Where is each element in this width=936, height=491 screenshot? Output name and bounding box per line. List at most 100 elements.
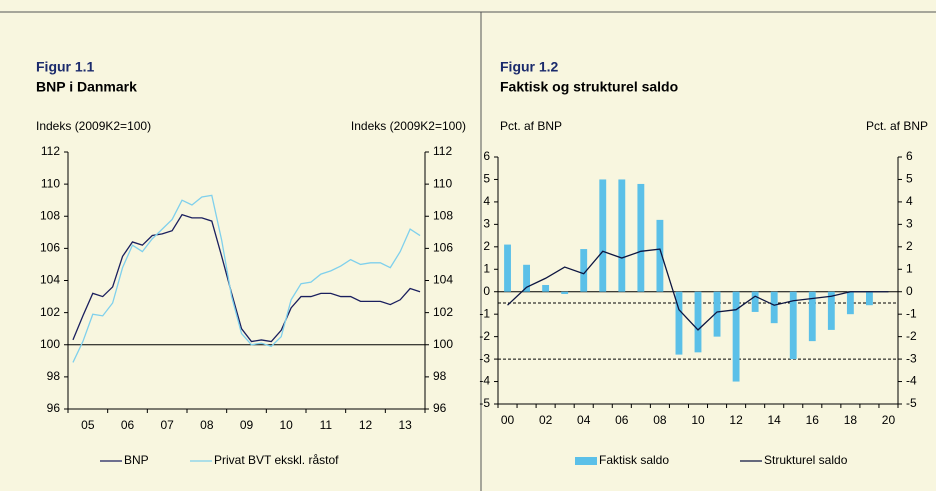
y2-tick-label: 96	[433, 401, 447, 415]
y2-tick-label: 100	[433, 337, 453, 351]
x-tick-label: 02	[539, 413, 553, 427]
y2-tick-label: -5	[906, 396, 917, 410]
y-tick-label: 6	[483, 149, 490, 163]
bar	[866, 291, 873, 306]
bar	[713, 291, 721, 337]
bar	[504, 244, 511, 292]
bar	[618, 179, 626, 292]
y-tick-label: 110	[41, 176, 60, 190]
legend-swatch	[575, 457, 597, 465]
x-tick-label: 11	[320, 418, 333, 432]
line	[72, 213, 421, 343]
y2-tick-label: 108	[433, 208, 453, 222]
x-tick-label: 14	[768, 413, 782, 427]
y2-axis-label: Pct. af BNP	[866, 119, 928, 133]
y-tick-label: -1	[479, 306, 490, 320]
legend-label: Privat BVT ekskl. råstof	[214, 453, 339, 467]
y2-tick-label: 1	[906, 261, 913, 275]
legend-label: Strukturel saldo	[764, 453, 848, 467]
bar	[694, 291, 702, 353]
y-tick-label: 106	[40, 241, 60, 255]
x-tick-label: 10	[691, 413, 705, 427]
y-tick-label: 2	[483, 239, 490, 253]
y2-tick-label: -1	[906, 306, 917, 320]
x-tick-label: 04	[577, 413, 591, 427]
y-tick-label: 104	[40, 273, 60, 287]
bar	[542, 284, 550, 292]
bar	[846, 291, 854, 315]
line	[72, 194, 421, 363]
y2-tick-label: 2	[906, 239, 913, 253]
y-axis-label: Pct. af BNP	[500, 119, 562, 133]
y-tick-label: 98	[47, 369, 61, 383]
legend-label: Faktisk saldo	[599, 453, 669, 467]
bar	[751, 291, 759, 312]
x-tick-label: 08	[653, 413, 667, 427]
chart-title: Faktisk og strukturel saldo	[500, 79, 678, 95]
bar	[656, 219, 664, 292]
figure-label: Figur 1.2	[500, 59, 559, 75]
bar	[599, 179, 607, 292]
y-tick-label: -4	[479, 374, 490, 388]
x-tick-label: 08	[200, 418, 214, 432]
y-axis-label: Indeks (2009K2=100)	[36, 119, 151, 133]
bar	[675, 291, 683, 355]
y2-tick-label: 104	[433, 273, 453, 287]
y-tick-label: 3	[483, 217, 490, 231]
y2-tick-label: 0	[906, 284, 913, 298]
y-tick-label: 108	[40, 208, 60, 222]
y2-tick-label: 3	[906, 217, 913, 231]
x-tick-label: 16	[806, 413, 820, 427]
y2-tick-label: 112	[433, 144, 452, 158]
bar	[637, 183, 645, 292]
y2-tick-label: 110	[433, 176, 452, 190]
y2-axis-label: Indeks (2009K2=100)	[351, 119, 466, 133]
x-tick-label: 00	[501, 413, 515, 427]
bar	[770, 291, 778, 324]
y-tick-label: -3	[479, 351, 490, 365]
bar	[523, 264, 530, 292]
bar	[580, 249, 588, 292]
figure-label: Figur 1.1	[36, 59, 95, 75]
line	[507, 248, 889, 331]
y2-tick-label: 106	[433, 241, 453, 255]
bar	[732, 291, 740, 382]
y-tick-label: 112	[41, 144, 60, 158]
x-tick-label: 06	[615, 413, 629, 427]
x-tick-label: 13	[398, 418, 412, 432]
chart-title: BNP i Danmark	[36, 79, 137, 95]
x-tick-label: 20	[882, 413, 896, 427]
x-tick-label: 10	[279, 418, 293, 432]
legend-label: BNP	[124, 453, 149, 467]
x-tick-label: 07	[160, 418, 174, 432]
y-tick-label: 96	[47, 401, 61, 415]
x-tick-label: 09	[240, 418, 254, 432]
y-tick-label: 5	[483, 172, 490, 186]
bar	[561, 291, 569, 294]
bar	[789, 291, 797, 360]
y-tick-label: -2	[479, 329, 490, 343]
bar	[808, 291, 816, 342]
y-tick-label: -5	[479, 396, 490, 410]
bar	[827, 291, 835, 330]
x-tick-label: 18	[844, 413, 858, 427]
y2-tick-label: 102	[433, 305, 453, 319]
y2-tick-label: -4	[906, 374, 917, 388]
y2-tick-label: 98	[433, 369, 447, 383]
y-tick-label: 1	[483, 261, 490, 275]
y2-tick-label: 5	[906, 172, 913, 186]
y-tick-label: 4	[483, 194, 490, 208]
x-tick-label: 06	[121, 418, 135, 432]
y-tick-label: 102	[40, 305, 60, 319]
y-tick-label: 100	[40, 337, 60, 351]
y-tick-label: 0	[483, 284, 490, 298]
y2-tick-label: -3	[906, 351, 917, 365]
y2-tick-label: -2	[906, 329, 917, 343]
x-tick-label: 12	[729, 413, 743, 427]
y2-tick-label: 6	[906, 149, 913, 163]
x-tick-label: 12	[359, 418, 373, 432]
x-tick-label: 05	[81, 418, 95, 432]
y2-tick-label: 4	[906, 194, 913, 208]
